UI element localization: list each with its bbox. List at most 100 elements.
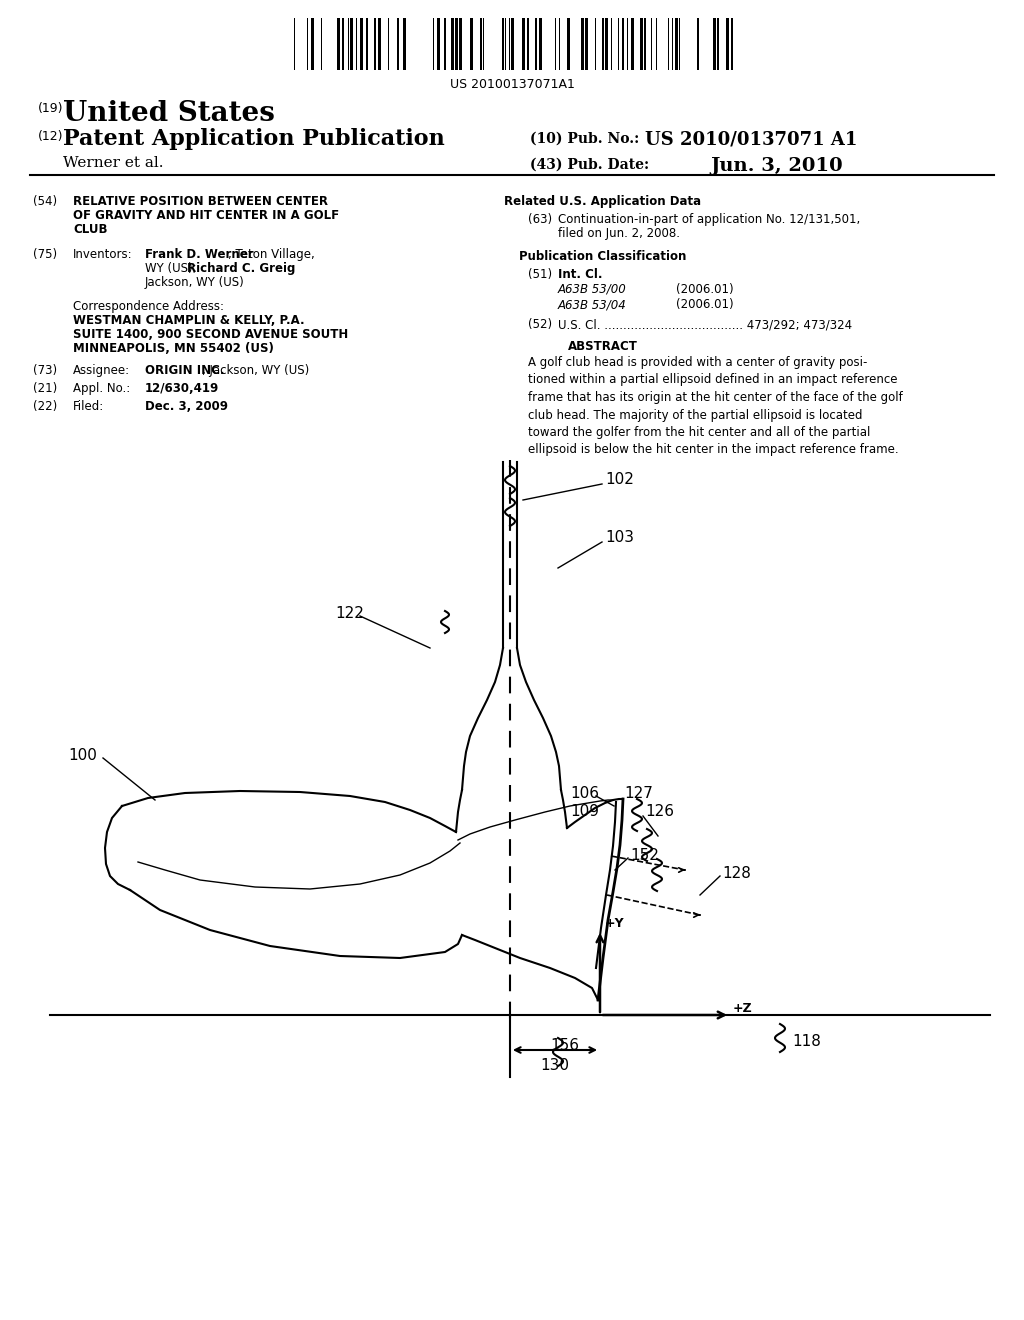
Bar [535, 18, 537, 70]
Text: 106: 106 [570, 785, 599, 800]
Bar [437, 18, 440, 70]
Text: 122: 122 [335, 606, 364, 620]
Bar [480, 18, 482, 70]
Bar [444, 18, 446, 70]
Text: 130: 130 [541, 1059, 569, 1073]
Bar [350, 18, 353, 70]
Bar [697, 18, 699, 70]
Text: SUITE 1400, 900 SECOND AVENUE SOUTH: SUITE 1400, 900 SECOND AVENUE SOUTH [73, 327, 348, 341]
Text: filed on Jun. 2, 2008.: filed on Jun. 2, 2008. [558, 227, 680, 240]
Text: (2006.01): (2006.01) [676, 298, 733, 312]
Text: United States: United States [63, 100, 274, 127]
Bar [337, 18, 340, 70]
Text: (2006.01): (2006.01) [676, 282, 733, 296]
Text: Werner et al.: Werner et al. [63, 156, 164, 170]
Bar [470, 18, 473, 70]
Text: Dec. 3, 2009: Dec. 3, 2009 [145, 400, 228, 413]
Bar [640, 18, 643, 70]
Text: A63B 53/04: A63B 53/04 [558, 298, 627, 312]
Bar [342, 18, 344, 70]
Bar [644, 18, 646, 70]
Bar [374, 18, 376, 70]
Bar [631, 18, 634, 70]
Bar [581, 18, 584, 70]
Text: U.S. Cl. ..................................... 473/292; 473/324: U.S. Cl. ...............................… [558, 318, 852, 331]
Text: US 2010/0137071 A1: US 2010/0137071 A1 [645, 129, 857, 148]
Text: 118: 118 [792, 1035, 821, 1049]
Bar [502, 18, 504, 70]
Bar [731, 18, 733, 70]
Text: (21): (21) [33, 381, 57, 395]
Text: (52): (52) [528, 318, 552, 331]
Text: Continuation-in-part of application No. 12/131,501,: Continuation-in-part of application No. … [558, 213, 860, 226]
Bar [602, 18, 604, 70]
Text: 103: 103 [605, 531, 634, 545]
Text: Appl. No.:: Appl. No.: [73, 381, 130, 395]
Bar [539, 18, 542, 70]
Text: Related U.S. Application Data: Related U.S. Application Data [505, 195, 701, 209]
Text: WY (US);: WY (US); [145, 261, 201, 275]
Bar [675, 18, 678, 70]
Bar [397, 18, 399, 70]
Bar [403, 18, 406, 70]
Bar [378, 18, 381, 70]
Text: ORIGIN INC.: ORIGIN INC. [145, 364, 224, 378]
Text: 100: 100 [68, 747, 97, 763]
Bar [567, 18, 570, 70]
Bar [622, 18, 624, 70]
Text: (12): (12) [38, 129, 63, 143]
Bar [511, 18, 514, 70]
Text: (63): (63) [528, 213, 552, 226]
Text: Jackson, WY (US): Jackson, WY (US) [145, 276, 245, 289]
Bar [455, 18, 458, 70]
Text: A golf club head is provided with a center of gravity posi-
tioned within a part: A golf club head is provided with a cent… [528, 356, 903, 457]
Text: (10) Pub. No.:: (10) Pub. No.: [530, 132, 639, 147]
Bar [311, 18, 314, 70]
Bar [360, 18, 362, 70]
Text: Jun. 3, 2010: Jun. 3, 2010 [710, 157, 843, 176]
Text: 12/630,419: 12/630,419 [145, 381, 219, 395]
Text: Correspondence Address:: Correspondence Address: [73, 300, 224, 313]
Text: 126: 126 [645, 804, 674, 820]
Text: OF GRAVITY AND HIT CENTER IN A GOLF: OF GRAVITY AND HIT CENTER IN A GOLF [73, 209, 339, 222]
Bar [459, 18, 462, 70]
Text: Inventors:: Inventors: [73, 248, 133, 261]
Bar [366, 18, 368, 70]
Text: , Teton Village,: , Teton Village, [228, 248, 314, 261]
Text: (75): (75) [33, 248, 57, 261]
Text: , Jackson, WY (US): , Jackson, WY (US) [202, 364, 309, 378]
Bar [605, 18, 608, 70]
Text: 102: 102 [605, 473, 634, 487]
Text: Patent Application Publication: Patent Application Publication [63, 128, 444, 150]
Text: (19): (19) [38, 102, 63, 115]
Text: +Y: +Y [605, 917, 625, 931]
Text: (73): (73) [33, 364, 57, 378]
Text: Int. Cl.: Int. Cl. [558, 268, 602, 281]
Text: US 20100137071A1: US 20100137071A1 [450, 78, 574, 91]
Text: 152: 152 [630, 847, 658, 862]
Text: 128: 128 [722, 866, 751, 880]
Text: Assignee:: Assignee: [73, 364, 130, 378]
Bar [713, 18, 716, 70]
Text: 156: 156 [551, 1038, 580, 1053]
Text: MINNEAPOLIS, MN 55402 (US): MINNEAPOLIS, MN 55402 (US) [73, 342, 273, 355]
Bar [717, 18, 719, 70]
Text: A63B 53/00: A63B 53/00 [558, 282, 627, 296]
Text: CLUB: CLUB [73, 223, 108, 236]
Text: Filed:: Filed: [73, 400, 104, 413]
Text: (54): (54) [33, 195, 57, 209]
Text: (22): (22) [33, 400, 57, 413]
Text: ABSTRACT: ABSTRACT [568, 341, 638, 352]
Text: Frank D. Werner: Frank D. Werner [145, 248, 254, 261]
Text: WESTMAN CHAMPLIN & KELLY, P.A.: WESTMAN CHAMPLIN & KELLY, P.A. [73, 314, 304, 327]
Bar [527, 18, 529, 70]
Text: Publication Classification: Publication Classification [519, 249, 687, 263]
Text: +Z: +Z [733, 1002, 753, 1015]
Text: RELATIVE POSITION BETWEEN CENTER: RELATIVE POSITION BETWEEN CENTER [73, 195, 328, 209]
Bar [451, 18, 454, 70]
Bar [522, 18, 525, 70]
Text: 127: 127 [624, 785, 653, 800]
Text: 109: 109 [570, 804, 599, 820]
Text: (43) Pub. Date:: (43) Pub. Date: [530, 158, 649, 172]
Bar [585, 18, 588, 70]
